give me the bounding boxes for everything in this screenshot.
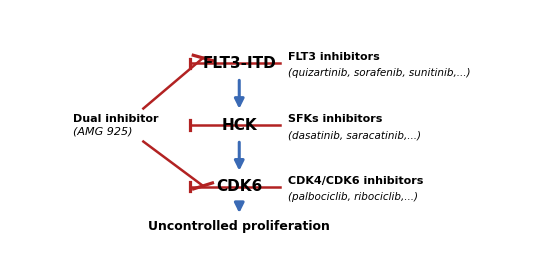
Text: Dual inhibitor: Dual inhibitor xyxy=(73,114,158,124)
Text: SFKs inhibitors: SFKs inhibitors xyxy=(288,114,383,124)
Text: FLT3-ITD: FLT3-ITD xyxy=(202,56,276,70)
Text: CDK4/CDK6 inhibitors: CDK4/CDK6 inhibitors xyxy=(288,176,424,186)
Text: (AMG 925): (AMG 925) xyxy=(73,126,133,136)
Text: HCK: HCK xyxy=(222,118,257,132)
Text: FLT3 inhibitors: FLT3 inhibitors xyxy=(288,52,380,62)
Text: (palbociclib, ribociclib,...): (palbociclib, ribociclib,...) xyxy=(288,192,418,202)
Text: CDK6: CDK6 xyxy=(216,180,262,194)
Text: (dasatinib, saracatinib,...): (dasatinib, saracatinib,...) xyxy=(288,130,421,140)
Text: (quizartinib, sorafenib, sunitinib,...): (quizartinib, sorafenib, sunitinib,...) xyxy=(288,68,471,79)
Text: Uncontrolled proliferation: Uncontrolled proliferation xyxy=(148,220,330,233)
